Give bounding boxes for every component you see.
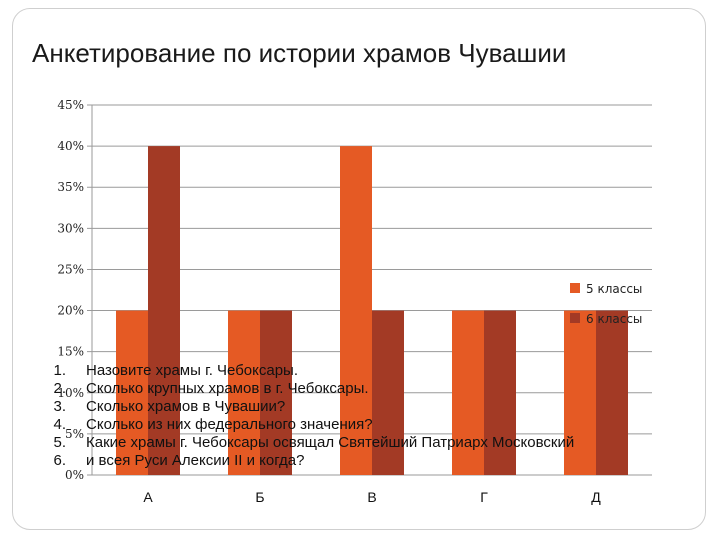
legend-swatch: [570, 313, 580, 323]
question-text: Какие храмы г. Чебоксары освящал Святейш…: [86, 434, 575, 451]
x-tick-label: Б: [255, 489, 264, 505]
y-tick-label: 25%: [57, 262, 84, 276]
question-number: 4.: [53, 416, 66, 433]
y-tick-label: 0%: [65, 468, 84, 482]
x-tick-label: Г: [480, 489, 488, 505]
y-tick-label: 10%: [57, 386, 84, 400]
y-tick-label: 20%: [57, 304, 84, 318]
bar: [372, 310, 404, 475]
bar: [260, 310, 292, 475]
question-number: 6.: [53, 452, 66, 469]
question-number: 2.: [53, 380, 66, 397]
question-item: 2. Сколько крупных храмов в г. Чебоксары.: [40, 380, 700, 398]
question-text: Назовите храмы г. Чебоксары.: [86, 362, 299, 379]
bar: [116, 310, 148, 475]
question-text: Сколько крупных храмов в г. Чебоксары.: [86, 380, 369, 397]
question-number: 3.: [53, 398, 66, 415]
bar: [148, 146, 180, 475]
question-text: и всея Руси Алексии II и когда?: [86, 452, 305, 469]
question-text: Сколько из них федерального значения?: [86, 416, 373, 433]
question-text: Сколько храмов в Чувашии?: [86, 398, 286, 415]
question-number: 5.: [53, 434, 66, 451]
bar: [228, 310, 260, 475]
question-list: 1. Назовите храмы г. Чебоксары. 2. Сколько…: [40, 362, 700, 470]
legend-label: 6 классы: [586, 312, 642, 326]
slide-title: Анкетирование по истории храмов Чувашии: [32, 38, 567, 68]
y-tick-label: 30%: [57, 221, 84, 235]
bar: [484, 310, 516, 475]
x-tick-label: А: [143, 489, 153, 505]
question-item: 6. и всея Руси Алексии II и когда?: [40, 452, 700, 470]
question-item: 1. Назовите храмы г. Чебоксары.: [40, 362, 700, 380]
y-tick-label: 15%: [57, 345, 84, 359]
x-tick-label: В: [367, 489, 376, 505]
question-number: 1.: [53, 362, 66, 379]
question-item: 4. Сколько из них федерального значения?: [40, 416, 700, 434]
bar: [340, 146, 372, 475]
legend-swatch: [570, 283, 580, 293]
y-tick-label: 45%: [57, 98, 84, 112]
legend-label: 5 классы: [586, 282, 642, 296]
y-tick-label: 40%: [57, 139, 84, 153]
question-item: 3. Сколько храмов в Чувашии?: [40, 398, 700, 416]
x-tick-label: Д: [591, 489, 601, 505]
bar: [452, 310, 484, 475]
y-tick-label: 5%: [65, 427, 84, 441]
bar: [564, 310, 596, 475]
question-item: 5. Какие храмы г. Чебоксары освящал Святе…: [40, 434, 700, 452]
bar: [596, 310, 628, 475]
y-tick-label: 35%: [57, 180, 84, 194]
